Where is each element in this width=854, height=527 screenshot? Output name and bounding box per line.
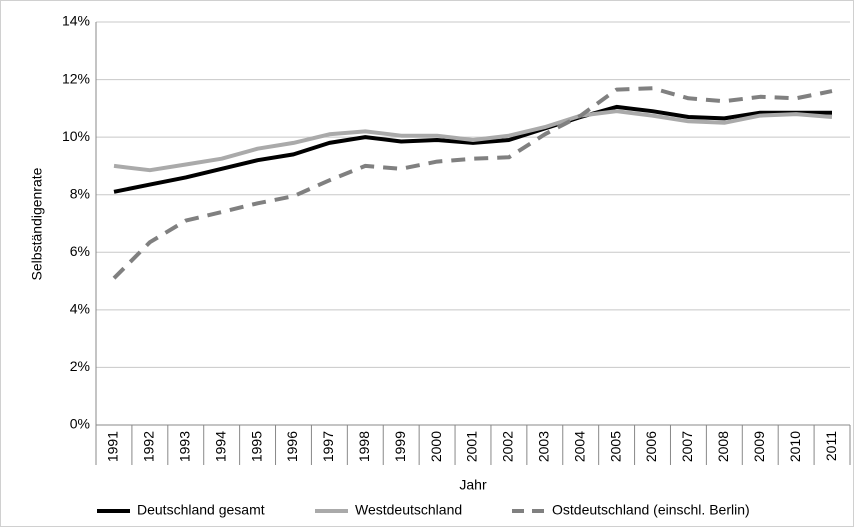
series-line — [113, 109, 833, 173]
y-tick-label: 12% — [62, 70, 90, 86]
series-line — [112, 86, 833, 280]
y-tick-label: 6% — [70, 243, 90, 259]
x-tick-label: 1992 — [141, 431, 157, 462]
x-tick-label: 2000 — [428, 431, 444, 462]
y-axis-label: Selbständigenrate — [29, 167, 45, 280]
x-tick-label: 1991 — [105, 431, 121, 462]
y-tick-label: 14% — [62, 13, 90, 29]
x-tick-label: 1999 — [392, 431, 408, 462]
x-axis-label: Jahr — [459, 477, 487, 493]
x-tick-label: 2004 — [571, 431, 587, 462]
x-tick-label: 2005 — [607, 431, 623, 462]
x-tick-label: 2010 — [787, 431, 803, 462]
x-tick-label: 2003 — [536, 431, 552, 462]
x-tick-label: 2008 — [715, 431, 731, 462]
y-tick-label: 8% — [70, 185, 90, 201]
y-tick-label: 4% — [70, 301, 90, 317]
legend-label: Ostdeutschland (einschl. Berlin) — [552, 502, 750, 518]
y-tick-label: 10% — [62, 128, 90, 144]
x-tick-label: 2011 — [823, 431, 839, 461]
y-tick-label: 0% — [70, 416, 90, 432]
y-tick-label: 2% — [70, 358, 90, 374]
legend-label: Deutschland gesamt — [137, 502, 265, 518]
x-tick-label: 1996 — [284, 431, 300, 462]
x-tick-label: 2009 — [751, 431, 767, 462]
x-tick-label: 1995 — [248, 431, 264, 462]
x-tick-label: 2007 — [679, 431, 695, 462]
legend-label: Westdeutschland — [355, 502, 462, 518]
x-tick-label: 2002 — [500, 431, 516, 462]
x-tick-label: 2006 — [643, 431, 659, 462]
x-tick-label: 1994 — [212, 431, 228, 462]
x-tick-label: 2001 — [464, 431, 480, 462]
series-line — [113, 104, 832, 194]
x-tick-label: 1997 — [320, 431, 336, 462]
x-tick-label: 1998 — [356, 431, 372, 462]
x-tick-label: 1993 — [176, 431, 192, 462]
